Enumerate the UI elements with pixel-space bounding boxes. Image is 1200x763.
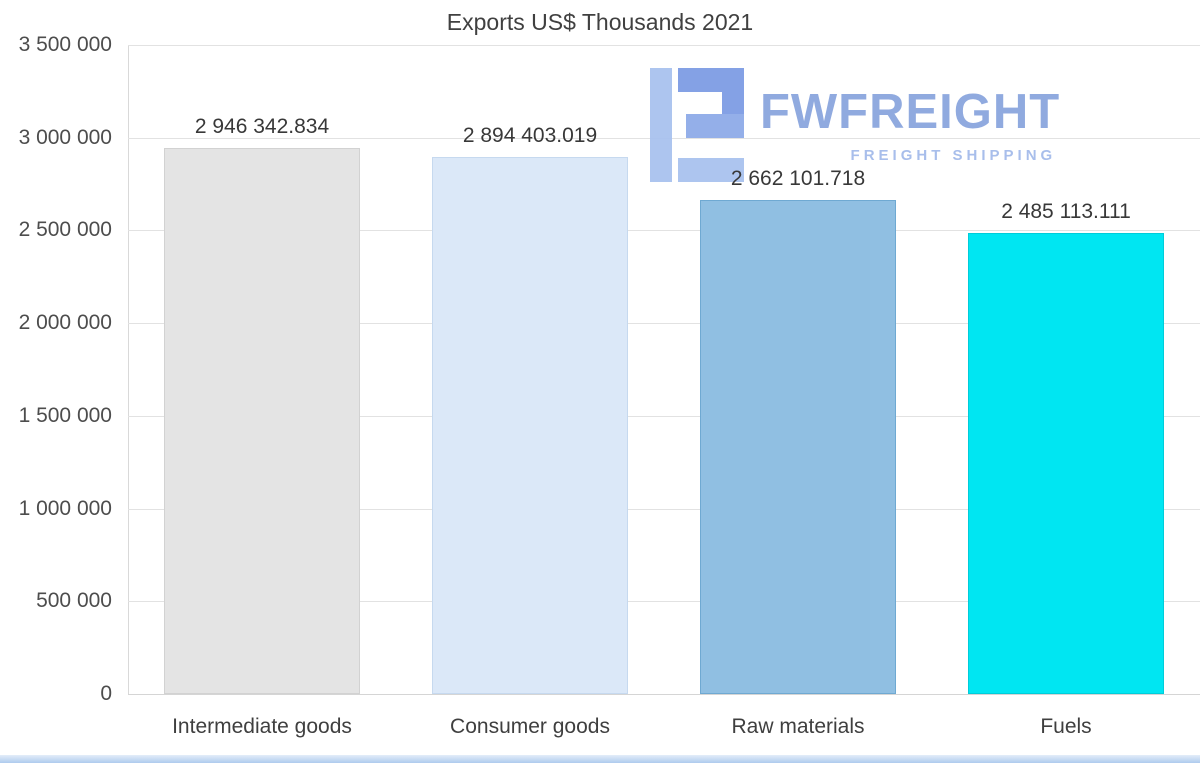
bar-group-fuels: 2 485 113.111 Fuels (968, 45, 1164, 738)
plot-area: 2 946 342.834 Intermediate goods 2 894 4… (128, 45, 1200, 738)
gridline (128, 45, 1200, 46)
gridline (128, 508, 1200, 510)
fwfreight-logo-icon (650, 68, 744, 182)
bar-group-intermediate-goods: 2 946 342.834 Intermediate goods (164, 45, 360, 738)
y-tick-label: 500 000 (36, 589, 112, 613)
bar-value-label: 2 662 101.718 (730, 167, 866, 191)
y-axis: 3 500 000 3 000 000 2 500 000 2 000 000 … (0, 33, 118, 705)
bar-value-label: 2 946 342.834 (194, 114, 330, 138)
bar-value-label: 2 894 403.019 (462, 124, 598, 148)
gridline (128, 230, 1200, 232)
x-category-label: Raw materials (731, 715, 865, 738)
y-tick-label: 3 000 000 (18, 125, 112, 149)
x-category-label: Intermediate goods (172, 715, 352, 738)
fwfreight-logo-text: FWFREIGHT FREIGHT SHIPPING (760, 66, 1061, 165)
footer-strip (0, 755, 1200, 763)
bar-group-consumer-goods: 2 894 403.019 Consumer goods (432, 45, 628, 738)
bar-intermediate-goods (164, 147, 360, 694)
x-category-label: Consumer goods (450, 715, 610, 738)
bar-raw-materials (700, 200, 896, 694)
gridline (128, 415, 1200, 417)
fwfreight-tagline: FREIGHT SHIPPING (850, 147, 1057, 164)
y-tick-label: 1 500 000 (18, 403, 112, 427)
bar-value-label: 2 485 113.111 (1001, 200, 1131, 224)
y-tick-label: 2 000 000 (18, 311, 112, 335)
bar-consumer-goods (432, 157, 628, 694)
chart-title: Exports US$ Thousands 2021 (446, 9, 754, 35)
y-axis-line (128, 45, 129, 694)
bar-group-raw-materials: 2 662 101.718 Raw materials (700, 45, 896, 738)
x-axis-line (128, 694, 1200, 695)
y-tick-label: 2 500 000 (18, 218, 112, 242)
gridline (128, 323, 1200, 325)
y-tick-label: 3 500 000 (18, 33, 112, 56)
fwfreight-watermark: FWFREIGHT FREIGHT SHIPPING (648, 66, 1060, 184)
bar-fuels (968, 233, 1164, 694)
y-tick-label: 1 000 000 (18, 496, 112, 520)
x-category-label: Fuels (1040, 715, 1092, 738)
fwfreight-brand: FWFREIGHT (760, 85, 1061, 139)
y-tick-label: 0 (100, 682, 112, 705)
gridline (128, 601, 1200, 603)
